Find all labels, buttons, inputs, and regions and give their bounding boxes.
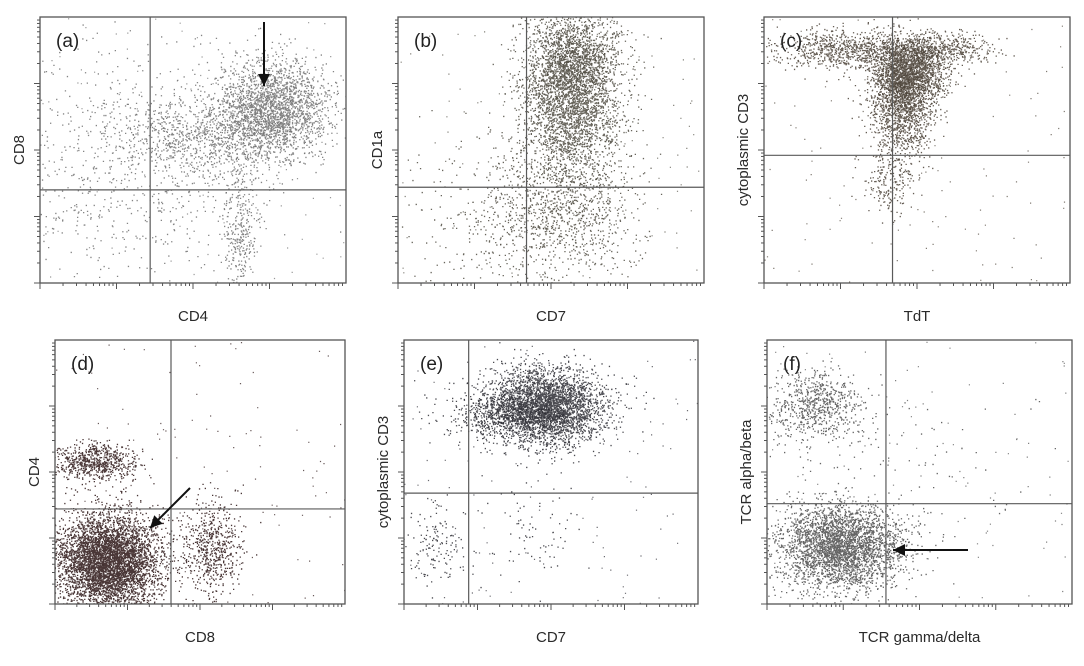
cluster-f-1 — [767, 477, 944, 604]
plot-frame-f — [766, 339, 1073, 605]
y-axis-label-b: CD1a — [369, 130, 386, 169]
y-axis-label-f: TCR alpha/beta — [738, 419, 755, 525]
panel-letter-f: (f) — [783, 354, 801, 375]
cluster-d-3 — [153, 482, 262, 604]
events-a — [40, 18, 346, 283]
ticks-a — [34, 19, 343, 289]
panel-letter-b: (b) — [414, 31, 437, 52]
cluster-c-4 — [876, 28, 1015, 74]
cluster-c-1 — [838, 18, 976, 128]
x-axis-label-d: CD8 — [185, 629, 215, 646]
panel-d: (d) CD8 CD4 — [26, 339, 346, 646]
cluster-b-2 — [509, 17, 662, 116]
cluster-a-3 — [218, 152, 263, 283]
panel-e: (e) CD7 cytoplasmic CD3 — [375, 339, 699, 646]
panel-a: (a) CD4 CD8 — [11, 16, 347, 325]
cluster-e-4 — [481, 452, 590, 602]
panel-letter-a: (a) — [56, 31, 79, 52]
arrow-annotation-d — [149, 487, 191, 529]
events-e — [404, 340, 698, 604]
events-c — [764, 17, 1066, 283]
cluster-f-2 — [767, 359, 883, 469]
events-f — [767, 341, 1069, 604]
cluster-b-1 — [465, 17, 655, 229]
x-axis-label-c: TdT — [904, 308, 931, 325]
events-d — [55, 342, 345, 604]
cluster-b-3 — [469, 93, 662, 283]
cluster-c-5 — [851, 139, 923, 225]
y-axis-label-d: CD4 — [26, 457, 43, 487]
panels: (a) CD4 CD8 (b) CD7 CD1a (c) TdT cytoplasmic CD3… — [11, 16, 1073, 646]
plot-frame-a — [39, 16, 347, 284]
ticks-b — [392, 19, 701, 289]
y-axis-label-a: CD8 — [11, 135, 28, 165]
cluster-c-3 — [764, 19, 959, 87]
panel-b: (b) CD7 CD1a — [369, 16, 705, 325]
x-axis-label-f: TCR gamma/delta — [859, 629, 981, 646]
ticks-f — [761, 342, 1070, 610]
panel-f: (f) TCR gamma/delta TCR alpha/beta — [738, 339, 1073, 646]
ticks-d — [49, 342, 343, 610]
y-axis-label-e: cytoplasmic CD3 — [375, 416, 392, 529]
y-axis-label-c: cytoplasmic CD3 — [735, 94, 752, 207]
panel-letter-e: (e) — [420, 354, 443, 375]
noise-a — [42, 18, 346, 283]
panel-letter-c: (c) — [780, 31, 802, 52]
cluster-a-1 — [154, 27, 346, 206]
x-axis-label-e: CD7 — [536, 629, 566, 646]
x-axis-label-a: CD4 — [178, 308, 208, 325]
arrow-annotation-f — [893, 544, 968, 556]
cluster-a-4 — [40, 21, 342, 283]
panel-letter-d: (d) — [71, 354, 94, 375]
events-b — [400, 17, 704, 283]
cluster-d-2 — [55, 438, 155, 491]
cluster-e-1 — [452, 342, 655, 477]
plot-frame-e — [403, 339, 699, 605]
cluster-c-2 — [851, 38, 948, 195]
ticks-e — [398, 342, 696, 610]
x-axis-label-b: CD7 — [536, 308, 566, 325]
cluster-d-1 — [55, 483, 205, 604]
ticks-c — [758, 19, 1067, 289]
arrow-annotation-a — [258, 22, 270, 86]
cluster-f-3 — [769, 375, 1068, 595]
panel-c: (c) TdT cytoplasmic CD3 — [735, 16, 1071, 325]
